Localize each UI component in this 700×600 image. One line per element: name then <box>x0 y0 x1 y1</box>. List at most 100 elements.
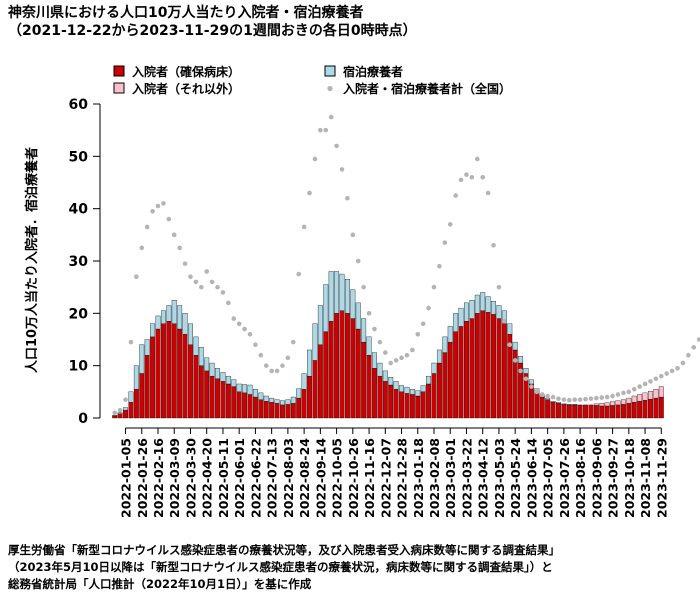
national-point <box>290 339 296 345</box>
bar-hotel <box>285 399 291 405</box>
bar-hotel <box>252 389 258 398</box>
national-point <box>561 397 567 402</box>
national-point <box>426 305 431 311</box>
bar-hosp <box>453 331 459 419</box>
x-tick-label: 2023-07-26 <box>557 438 572 518</box>
bar-hosp <box>366 355 372 419</box>
national-point <box>188 274 193 280</box>
bar-hotel <box>317 305 323 345</box>
x-tick-label: 2022-05-11 <box>216 438 231 518</box>
bar-hotel <box>160 310 166 324</box>
national-point <box>604 394 610 400</box>
national-point <box>480 174 486 180</box>
bar-hosp <box>593 405 599 419</box>
y-tick-label: 30 <box>69 254 89 270</box>
national-point <box>545 393 550 399</box>
national-point <box>474 156 480 162</box>
bar-hotel <box>323 284 329 332</box>
legend-swatch-hosp <box>113 65 125 77</box>
bar-hotel <box>263 395 269 402</box>
national-point <box>361 284 366 290</box>
y-tick-label: 40 <box>69 202 89 218</box>
x-tick-label: 2022-07-13 <box>265 438 280 518</box>
bar-hosp <box>182 334 188 419</box>
bar-other <box>642 392 648 401</box>
bar-hotel <box>399 385 404 393</box>
bar-hosp <box>415 395 421 419</box>
national-point <box>231 316 237 321</box>
bar-hosp <box>193 355 199 419</box>
bar-hosp <box>642 400 648 419</box>
bar-hosp <box>177 328 183 419</box>
national-point <box>280 363 285 368</box>
bars <box>112 271 664 419</box>
bar-hosp <box>242 392 248 419</box>
bar-hosp <box>447 341 453 419</box>
bar-hotel <box>512 341 518 351</box>
source-line-1: 厚生労働省「新型コロナウイルス感染症患者の療養状況等，及び入院患者受入病床数等に… <box>8 543 560 557</box>
bar-hosp <box>155 328 161 419</box>
bar-hosp <box>491 314 496 419</box>
bar-hotel <box>420 385 426 393</box>
national-point <box>518 368 523 374</box>
bar-other <box>658 386 664 398</box>
bar-hotel <box>355 302 361 330</box>
bar-hosp <box>252 396 258 419</box>
national-point <box>198 284 204 290</box>
bar-hotel <box>545 397 551 400</box>
bar-hotel <box>312 323 318 361</box>
x-tick-label: 2022-08-24 <box>297 438 312 518</box>
bar-other <box>604 402 610 407</box>
bar-hosp <box>220 381 226 419</box>
national-point <box>496 284 502 290</box>
bar-hotel <box>182 313 188 335</box>
bar-hosp <box>328 321 334 419</box>
national-point <box>686 352 691 358</box>
national-point <box>215 284 220 290</box>
bar-hosp <box>285 404 291 419</box>
bar-hosp <box>653 397 659 419</box>
x-tick-label: 2022-12-28 <box>395 438 410 518</box>
national-point <box>307 190 312 196</box>
x-tick-label: 2023-08-16 <box>573 438 588 518</box>
bar-hosp <box>112 415 118 419</box>
bar-hosp <box>399 391 404 419</box>
national-point <box>534 389 540 395</box>
bar-hotel <box>247 384 253 395</box>
bar-hotel <box>150 323 156 338</box>
x-tick-label: 2022-03-09 <box>167 438 182 518</box>
x-tick-label: 2023-07-05 <box>541 438 556 518</box>
national-point <box>680 360 686 366</box>
national-point <box>642 381 648 387</box>
x-tick-label: 2023-05-03 <box>492 438 507 518</box>
national-point <box>664 371 670 376</box>
bar-other <box>599 403 605 407</box>
x-tick-label: 2022-01-05 <box>119 438 134 518</box>
national-point <box>128 339 134 345</box>
bar-hosp <box>599 405 605 419</box>
bar-hosp <box>426 383 432 419</box>
national-point <box>323 127 329 133</box>
bar-hosp <box>561 404 567 419</box>
bar-hotel <box>334 271 340 314</box>
bar-hotel <box>307 349 312 377</box>
bar-hotel <box>171 300 177 324</box>
bar-hosp <box>382 381 388 419</box>
national-point <box>523 376 529 382</box>
national-point <box>691 345 697 350</box>
bar-hotel <box>496 305 502 319</box>
x-tick-label: 2022-11-16 <box>362 438 377 518</box>
bar-hotel <box>133 365 139 390</box>
national-point <box>274 368 280 374</box>
national-point <box>171 232 177 238</box>
bar-hosp <box>566 404 572 419</box>
bar-hosp <box>534 391 540 419</box>
bar-hosp <box>615 404 621 419</box>
bar-hosp <box>350 318 356 419</box>
national-point <box>177 245 182 251</box>
national-point <box>442 240 448 245</box>
bar-hotel <box>561 403 567 405</box>
bar-hosp <box>215 378 220 419</box>
